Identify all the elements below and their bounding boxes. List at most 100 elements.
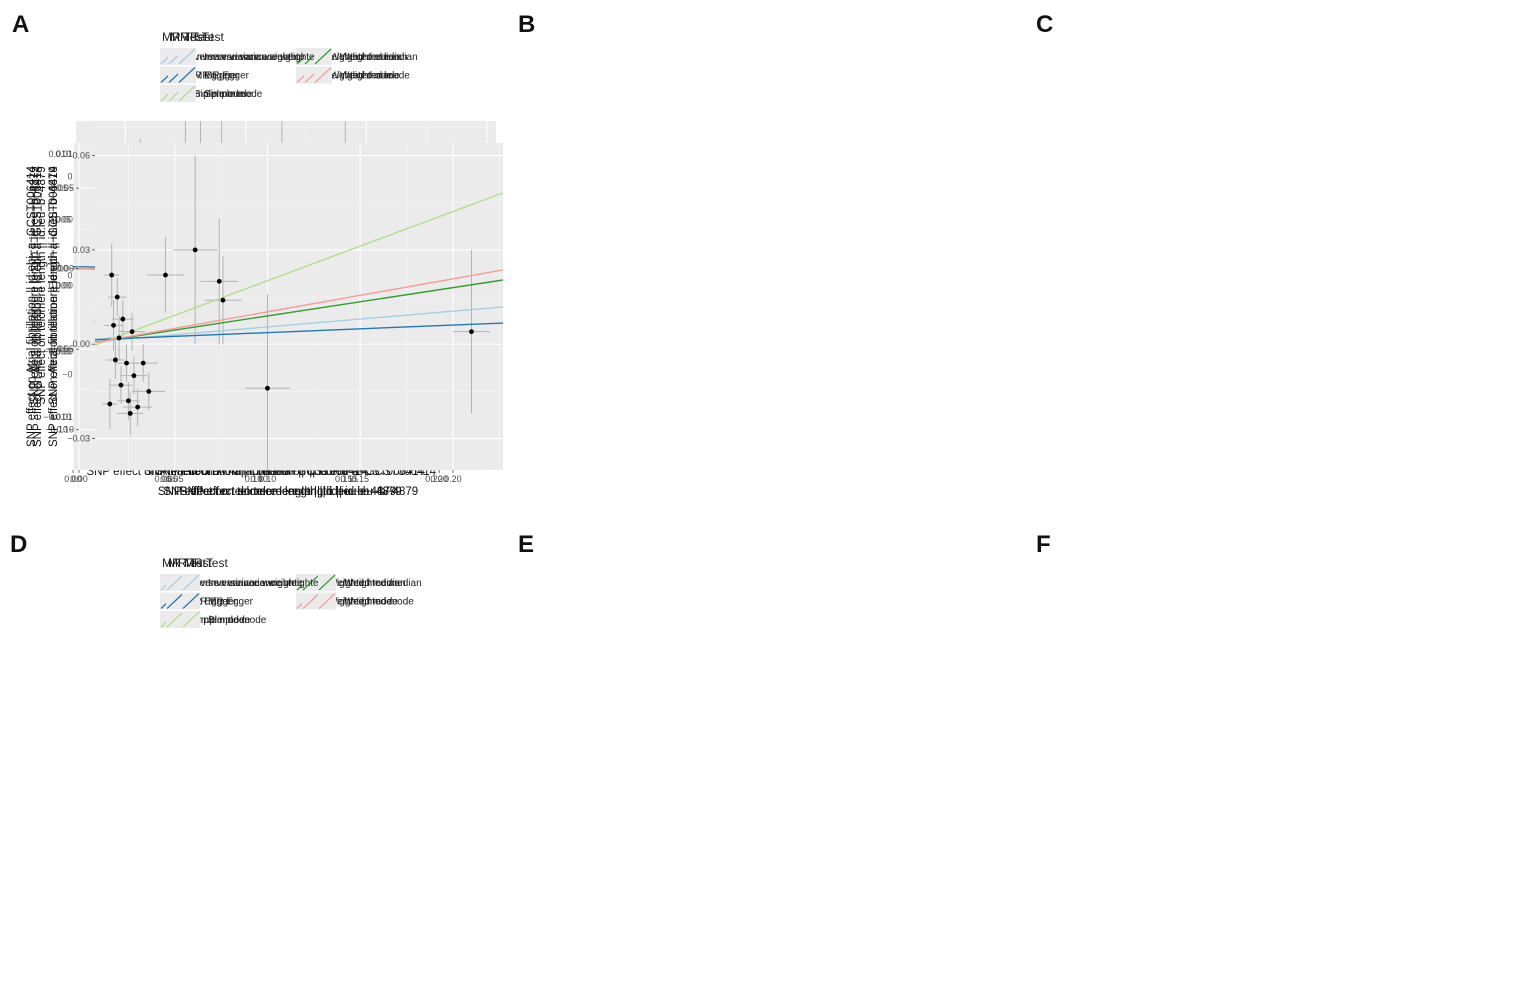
panel-label: A — [12, 11, 29, 38]
legend-title: MR Test — [184, 556, 228, 570]
legend-item-label: Weighted median — [322, 578, 400, 589]
y-axis-label: SNP effect on telomere length || id:ieu−… — [48, 166, 60, 404]
data-point — [265, 385, 270, 391]
legend-item-inverse-variance-weighted: Inverse variance weighted — [182, 574, 324, 591]
x-axis-label: SNP effect on telomere length || id:ieu−… — [180, 486, 418, 498]
y-tick-label: −0.005 — [50, 346, 78, 356]
data-point — [220, 297, 226, 303]
y-tick-label: −0.005 — [43, 346, 71, 356]
legend-key-line — [178, 85, 196, 102]
legend-item-label: MR Egger — [192, 597, 238, 608]
y-tick-label: −0.03 — [67, 434, 90, 444]
legend-item-label: Inverse variance weighted — [194, 52, 310, 63]
x-tick-label: 0.15 — [340, 474, 358, 484]
x-tick-label: 0.15 — [335, 474, 353, 484]
y-tick-label: 0.000 — [48, 281, 71, 291]
data-point — [120, 316, 126, 322]
legend-item-label: Weighted median — [340, 52, 418, 63]
legend-item-weighted-median: Weighted median — [318, 574, 422, 591]
x-tick-label: 0.05 — [154, 474, 172, 484]
legend-item-label: Weighted mode — [330, 71, 400, 82]
legend-item-weighted-median: Weighted median — [302, 574, 406, 591]
data-point — [129, 329, 135, 335]
legend-item-weighted-mode: Weighted mode — [302, 592, 398, 610]
data-point — [131, 373, 137, 379]
legend-item-inverse-variance-weighted: Inverse variance weighted — [166, 574, 308, 591]
legend-item-weighted-mode: Weighted mode — [318, 592, 414, 610]
legend-item-inverse-variance-weighted: Inverse variance weighted — [178, 48, 320, 65]
y-axis-label: SNP effect on Atrial fibrillation || id:… — [26, 165, 38, 447]
x-tick-label: 0.10 — [250, 474, 268, 484]
data-point — [113, 357, 118, 363]
y-tick-label: 0.00 — [72, 339, 90, 349]
x-tick-label: 0.15 — [351, 474, 369, 484]
y-tick-label: −0.05 — [45, 344, 68, 354]
y-tick-label: 0.000 — [55, 281, 78, 291]
panel-label: D — [10, 531, 27, 558]
data-point — [140, 360, 146, 366]
data-point — [163, 272, 168, 278]
panel-label: E — [518, 531, 534, 558]
mr-line-weighted-mode — [95, 269, 503, 344]
y-tick-label: 0.010 — [55, 149, 78, 159]
y-tick-label: −0.10 — [45, 425, 68, 435]
legend-item-label: Inverse variance weighted — [208, 578, 324, 589]
y-tick-label: 0.03 — [72, 245, 90, 255]
legend-item-label: Inverse variance weighted — [192, 578, 308, 589]
y-tick-label: 0.06 — [72, 151, 90, 161]
legend-title: MR Test — [170, 30, 214, 44]
legend-title: MR Test — [162, 30, 206, 44]
data-point — [469, 329, 474, 335]
y-tick-label: 0.05 — [50, 183, 68, 193]
y-axis-label: SNP effect on Atrial fibrillation || id:… — [32, 165, 44, 447]
x-tick-label: 0.05 — [160, 474, 178, 484]
y-tick-label: 0.00 — [50, 264, 68, 274]
legend-item-label: Weighted median — [328, 578, 406, 589]
legend-key-line — [318, 574, 336, 591]
legend-key-line — [314, 48, 332, 65]
legend-key-line — [314, 67, 332, 83]
data-point — [111, 322, 116, 328]
legend-item-label: Weighted median — [322, 52, 400, 63]
legend-item-label: Simple mode — [186, 615, 245, 626]
x-tick-label: 0.05 — [166, 474, 184, 484]
legend-item-label: Inverse variance weighted — [186, 52, 302, 63]
data-point — [127, 411, 133, 416]
x-tick-label: 0.20 — [430, 474, 448, 484]
legend-key-line — [178, 67, 196, 83]
data-point — [109, 272, 115, 278]
legend-item-mr-egger: MR Egger — [182, 592, 254, 610]
panel-c: C MR Test Inverse variance weighted MR Egge… — [48, 11, 1053, 478]
y-tick-label: 0.05 — [56, 183, 74, 193]
legend-key-line — [182, 574, 200, 591]
data-point — [114, 294, 120, 300]
legend-item-label: Simple mode — [194, 89, 253, 100]
x-axis-label: SNP effect on telomere length || id:ieu−… — [158, 486, 396, 498]
x-axis-label: SNP effect on telomere length || id:ieu−… — [163, 486, 401, 498]
x-tick-label: 0.00 — [70, 474, 88, 484]
data-point — [216, 278, 222, 284]
legend-item-label: Weighted median — [344, 578, 422, 589]
legend-title: MR Test — [168, 556, 212, 570]
data-point — [125, 398, 131, 404]
panel-label: F — [1036, 531, 1051, 558]
legend-item-label: Simple mode — [192, 615, 251, 626]
legend-key-line — [182, 611, 200, 628]
legend-item-label: Weighted mode — [322, 71, 392, 82]
legend-key-line — [182, 593, 200, 609]
y-tick-label: 0.005 — [55, 215, 78, 225]
legend-item-label: Weighted mode — [340, 71, 410, 82]
legend-item-label: Weighted mode — [328, 597, 398, 608]
plot-data — [95, 155, 503, 470]
legend-item-label: Simple mode — [204, 89, 263, 100]
legend-item-label: Inverse variance weighted — [204, 52, 320, 63]
y-tick-label: 0.010 — [48, 149, 71, 159]
y-axis-label: SNP effect on telomere length || id:ieu−… — [29, 166, 41, 404]
y-tick-label: −0.10 — [51, 425, 74, 435]
data-point — [135, 404, 141, 410]
legend-item-label: Weighted mode — [344, 597, 414, 608]
legend-item-label: Weighted mode — [322, 597, 392, 608]
y-tick-label: −0.010 — [50, 412, 78, 422]
data-point — [192, 247, 198, 253]
mr-line-simple-mode — [95, 192, 503, 346]
